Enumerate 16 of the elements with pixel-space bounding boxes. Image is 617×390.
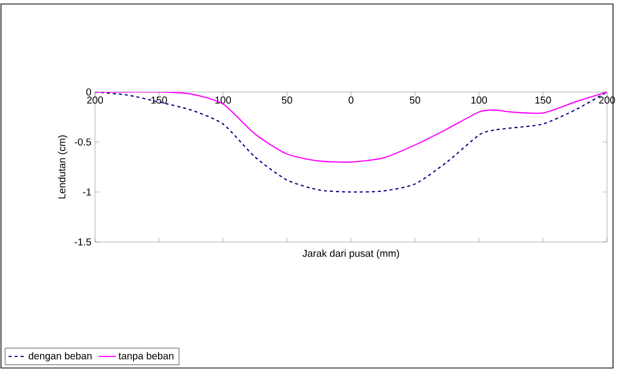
- legend-label: dengan beban: [28, 352, 92, 362]
- x-tick-label: 50: [282, 96, 292, 104]
- x-tick-label: 100: [471, 96, 487, 104]
- y-tick-label: -0.5: [74, 138, 92, 146]
- x-tick-label: 100: [215, 96, 231, 104]
- legend-label: tanpa beban: [118, 352, 174, 362]
- y-tick-label: 0: [86, 88, 92, 96]
- y-tick-label: -1: [83, 188, 91, 196]
- y-tick-label: -1.5: [74, 238, 92, 246]
- x-tick-label: 150: [151, 96, 167, 104]
- x-tick-label: 150: [535, 96, 551, 104]
- y-axis-title: Lendutan (cm): [58, 135, 68, 198]
- x-axis-title: Jarak dari pusat (mm): [302, 250, 399, 259]
- x-tick-label: 0: [348, 96, 354, 104]
- x-tick-label: 200: [87, 96, 103, 104]
- x-tick-label: 50: [410, 96, 420, 104]
